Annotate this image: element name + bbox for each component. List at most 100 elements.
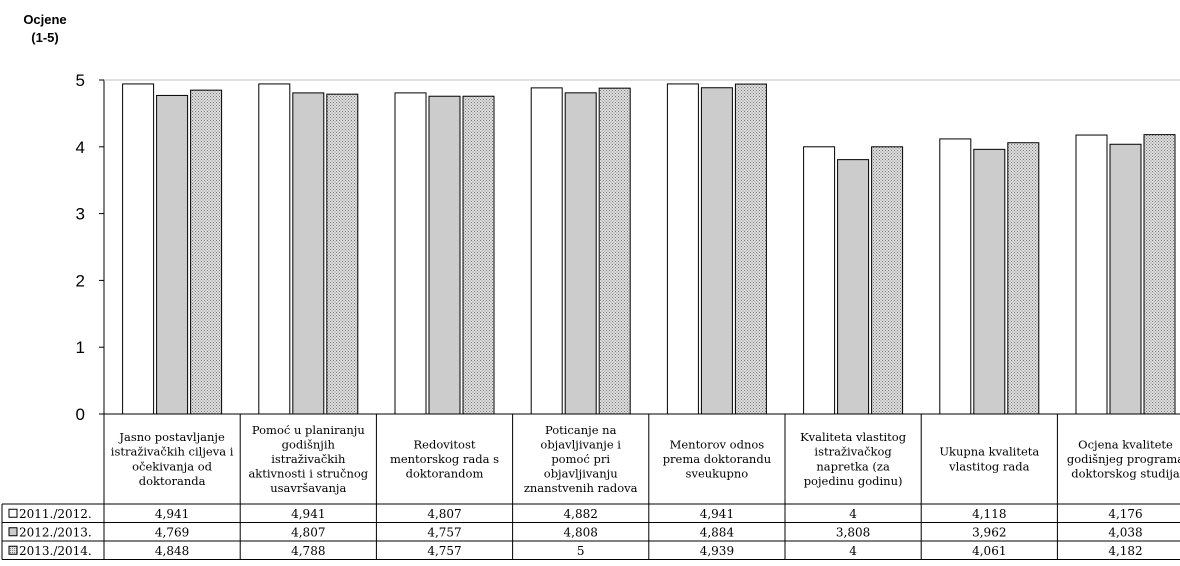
y-tick-label: 4 [76, 138, 85, 157]
data-label: 4,176 [1108, 507, 1142, 521]
x-tick-label: Kvaliteta vlastitog istraživačkog napretka… [800, 430, 907, 488]
x-tick-label: Mentorov odnos prema doktorandu sveukupno [663, 437, 771, 480]
x-tick-label-line: pomoć pri [551, 452, 610, 466]
x-tick-label-line: prema doktorandu [663, 452, 771, 466]
x-tick-label-line: godišnjeg programa [1067, 452, 1180, 466]
data-label: 4 [849, 507, 857, 521]
x-tick-label: Ocjena kvalitete godišnjeg programa doktor… [1067, 437, 1180, 480]
x-tick-label-line: pojedinu godinu) [804, 474, 903, 488]
x-tick-label-line: Jasno postavljanje [118, 430, 225, 444]
data-label: 4,884 [700, 525, 735, 539]
x-tick-label-line: Poticanje na [545, 423, 617, 437]
bar [326, 93, 359, 415]
x-tick-label-line: godišnjih [282, 437, 336, 451]
data-label: 4,807 [291, 525, 325, 539]
bar [598, 87, 631, 415]
data-label: 4,941 [291, 507, 325, 521]
legend-swatch [8, 545, 18, 555]
x-tick-label-line: Ukupna kvaliteta [939, 445, 1039, 459]
x-tick-label-line: napretka (za [816, 459, 890, 473]
bar [122, 83, 155, 415]
bar [1075, 134, 1108, 415]
data-label: 4,848 [155, 544, 189, 558]
y-axis-label-line-2: (1-5) [31, 30, 58, 45]
bar [700, 87, 733, 415]
data-label: 4,808 [564, 525, 598, 539]
x-tick-label-line: mentorskog rada s [390, 452, 499, 466]
x-tick-label-line: objavljivanje i [540, 437, 621, 451]
x-tick-label-line: očekivanja od [132, 459, 213, 473]
data-label: 4,939 [700, 544, 734, 558]
bar [666, 83, 699, 415]
data-label: 4,941 [700, 507, 734, 521]
x-tick-label-line: Ocjena kvalitete [1078, 437, 1173, 451]
bar [190, 89, 223, 415]
bar [1109, 143, 1142, 415]
y-axis: 0 1 2 3 4 5 [76, 71, 1180, 424]
x-tick-label: Pomoć u planiranju godišnjih istraživačkih… [248, 423, 368, 495]
x-tick-label-line: doktoranda [139, 474, 206, 488]
y-tick-label: 3 [76, 205, 85, 224]
bar [939, 138, 972, 415]
data-label: 4,807 [427, 507, 461, 521]
x-tick-label-line: objavljivanju [544, 467, 618, 481]
x-tick-label: Ukupna kvaliteta vlastitog rada [939, 445, 1039, 474]
y-tick-label: 2 [76, 271, 85, 290]
y-tick-label: 5 [76, 71, 85, 90]
data-label: 4,757 [427, 525, 461, 539]
bar [734, 83, 767, 415]
y-tick-label: 0 [76, 405, 85, 424]
data-label: 4,882 [564, 507, 598, 521]
bar [973, 148, 1006, 415]
bar [156, 94, 189, 415]
x-tick-label-line: Pomoć u planiranju [252, 423, 365, 437]
bar [1143, 134, 1176, 415]
bar [564, 92, 597, 415]
data-label: 4,757 [427, 544, 461, 558]
legend-swatch [8, 527, 18, 537]
bar [292, 92, 325, 415]
y-tick-label: 1 [76, 338, 85, 357]
legend-label: 2011./2012. [19, 507, 92, 521]
data-label: 5 [577, 544, 585, 558]
y-axis-label-line-1: Ocjene [23, 12, 66, 27]
bar [871, 146, 904, 415]
bar [428, 95, 461, 415]
x-tick-label: Redovitost mentorskog rada s doktorandom [390, 437, 499, 480]
data-label: 4,118 [972, 507, 1006, 521]
bar [394, 92, 427, 415]
x-tick-label-line: usavršavanja [270, 481, 346, 495]
x-tick-label-line: Kvaliteta vlastitog [800, 430, 907, 444]
data-label: 4,182 [1108, 544, 1142, 558]
bars [122, 83, 1176, 415]
bar [258, 83, 291, 415]
bar [1007, 142, 1040, 415]
data-label: 3,962 [972, 525, 1006, 539]
legend-swatch [8, 508, 18, 518]
x-tick-label-line: doktorandom [406, 467, 484, 481]
x-tick-label: Jasno postavljanje istraživačkih ciljeva … [111, 430, 234, 488]
data-label: 4,038 [1108, 525, 1142, 539]
x-tick-label-line: istraživačkih [271, 452, 346, 466]
x-tick-label-line: doktorskog studija [1071, 467, 1180, 481]
data-table: Jasno postavljanje istraživačkih ciljeva … [1, 413, 1180, 560]
x-tick-label-line: Mentorov odnos [670, 437, 765, 451]
x-tick-label-line: Redovitost [414, 437, 476, 451]
data-label: 3,808 [836, 525, 870, 539]
data-label: 4 [849, 544, 857, 558]
legend-label: 2013./2014. [19, 544, 92, 558]
x-tick-label-line: istraživačkih ciljeva i [111, 445, 234, 459]
bar [837, 159, 870, 415]
x-tick-label: Poticanje na objavljivanje i pomoć pri obja… [524, 423, 638, 495]
data-label: 4,061 [972, 544, 1006, 558]
x-tick-label-line: vlastitog rada [948, 459, 1030, 473]
data-label: 4,941 [155, 507, 189, 521]
data-label: 4,788 [291, 544, 325, 558]
x-tick-label-line: istraživačkog [814, 445, 892, 459]
x-tick-label-line: sveukupno [686, 467, 749, 481]
legend-label: 2012./2013. [19, 525, 92, 539]
x-tick-label-line: znanstvenih radova [524, 481, 638, 495]
x-tick-label-line: aktivnosti i stručnog [248, 467, 368, 481]
bar [462, 95, 495, 415]
